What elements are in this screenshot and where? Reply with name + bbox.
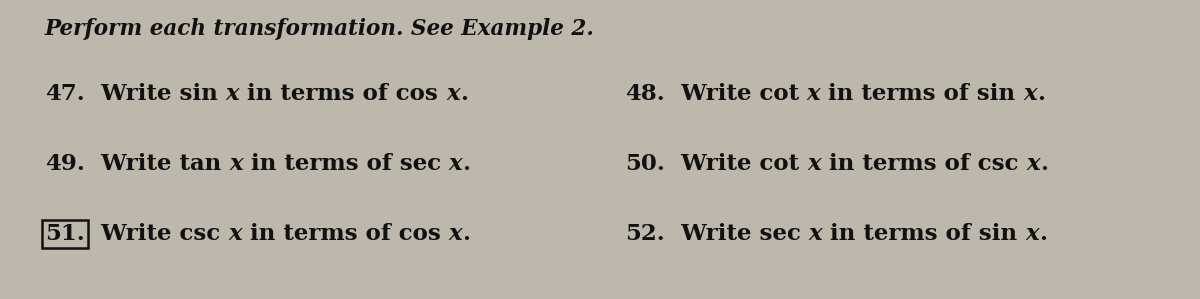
Text: in terms of cos: in terms of cos [239, 83, 446, 105]
Text: x: x [1026, 153, 1039, 175]
Text: Write cot: Write cot [665, 153, 808, 175]
Text: Write sec: Write sec [665, 223, 809, 245]
Text: .: . [1037, 83, 1045, 105]
Text: 47.: 47. [46, 83, 85, 105]
Text: x: x [1025, 223, 1039, 245]
Text: .: . [460, 83, 468, 105]
Text: x: x [229, 153, 242, 175]
Text: x: x [446, 83, 460, 105]
Text: Write cot: Write cot [665, 83, 806, 105]
Text: x: x [228, 223, 241, 245]
Text: .: . [1039, 153, 1048, 175]
Text: x: x [1024, 83, 1037, 105]
Text: in terms of sin: in terms of sin [821, 83, 1024, 105]
Text: x: x [808, 153, 821, 175]
Text: in terms of cos: in terms of cos [241, 223, 449, 245]
Text: 48.: 48. [625, 83, 665, 105]
Text: 49.: 49. [46, 153, 85, 175]
Text: Write csc: Write csc [85, 223, 228, 245]
Text: .: . [462, 153, 470, 175]
Text: .: . [1039, 223, 1046, 245]
Text: Perform each transformation. See Example 2.: Perform each transformation. See Example… [46, 18, 595, 40]
Text: x: x [809, 223, 822, 245]
Text: in terms of sec: in terms of sec [242, 153, 449, 175]
Text: x: x [226, 83, 239, 105]
Text: 52.: 52. [625, 223, 665, 245]
Text: x: x [449, 153, 462, 175]
Text: Write tan: Write tan [85, 153, 229, 175]
Text: Write sin: Write sin [85, 83, 226, 105]
Text: 50.: 50. [625, 153, 665, 175]
Text: in terms of sin: in terms of sin [822, 223, 1025, 245]
Text: .: . [462, 223, 470, 245]
Text: x: x [806, 83, 821, 105]
Text: 51.: 51. [46, 223, 85, 245]
Text: x: x [449, 223, 462, 245]
Text: in terms of csc: in terms of csc [821, 153, 1026, 175]
